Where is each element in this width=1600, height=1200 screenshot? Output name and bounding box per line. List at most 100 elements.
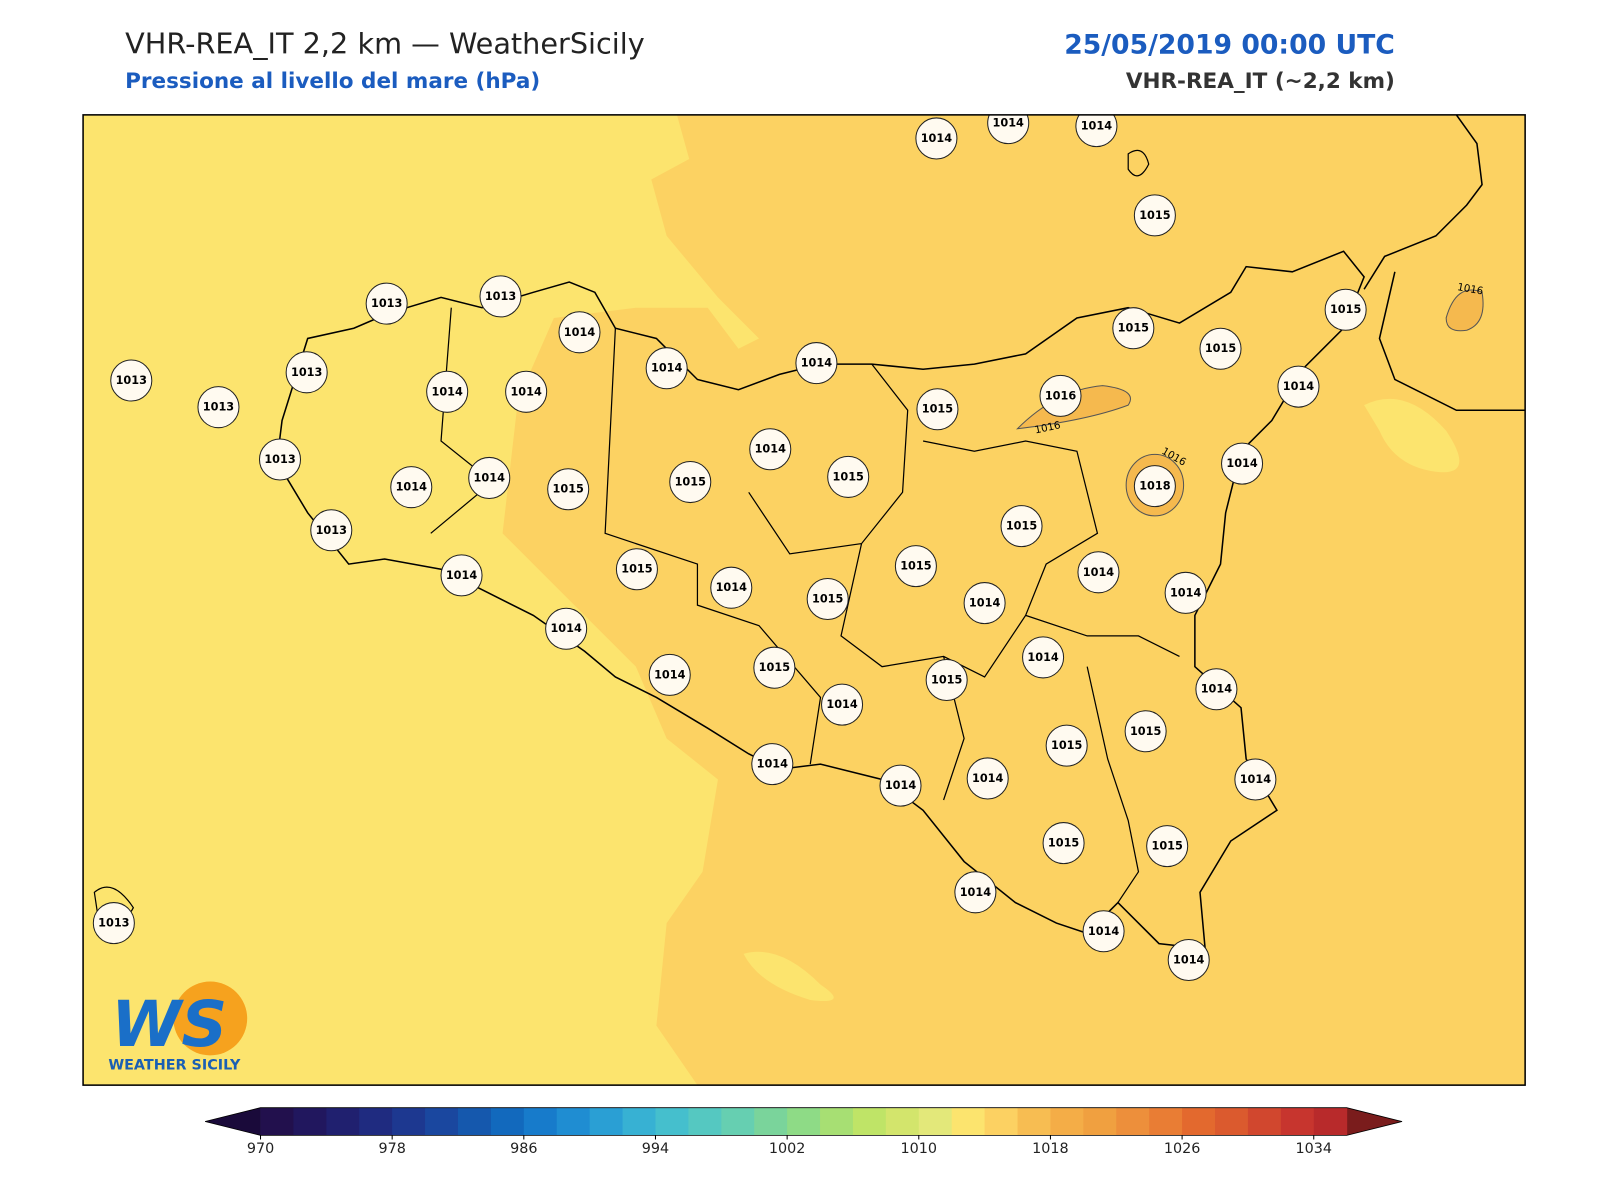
station-value: 1015: [621, 563, 653, 576]
station-marker: [1000, 505, 1043, 548]
colorbar-band: [589, 1107, 624, 1136]
logo: WS WEATHER SICILY: [108, 981, 248, 1074]
station-value: 1014: [826, 698, 858, 711]
colorbar-band: [392, 1107, 426, 1136]
station-marker: [648, 653, 691, 696]
colorbar-band: [820, 1107, 854, 1136]
logo-text: WEATHER SICILY: [108, 1058, 241, 1074]
station-value: 1014: [972, 772, 1004, 785]
colorbar-band: [1313, 1107, 1348, 1136]
station-value: 1015: [1048, 837, 1080, 850]
station-marker: [1082, 910, 1125, 953]
station-value: 1015: [1139, 209, 1171, 222]
contour-label: 1016: [1456, 281, 1484, 297]
station-marker: [479, 275, 522, 318]
station-value: 1014: [1173, 954, 1205, 967]
station-value: 1013: [371, 297, 402, 310]
station-marker: [365, 282, 408, 325]
colorbar-tick-label: 1010: [901, 1141, 938, 1157]
field-low: [1364, 398, 1460, 473]
colorbar-band: [260, 1107, 294, 1136]
station-marker: [987, 114, 1030, 145]
colorbar-band: [1247, 1107, 1282, 1136]
station-value: 1015: [1006, 520, 1038, 533]
station-marker: [1042, 822, 1085, 865]
station-marker: [751, 743, 794, 786]
station-value: 1014: [960, 886, 992, 899]
colorbar-band: [1050, 1107, 1084, 1136]
station-value: 1013: [316, 524, 347, 537]
station-marker: [258, 438, 302, 481]
station-value: 1015: [1118, 322, 1150, 335]
station-value: 1013: [485, 290, 516, 303]
station-value: 1015: [1051, 739, 1083, 752]
station-marker: [1234, 758, 1277, 801]
station-marker: [1146, 825, 1189, 868]
station-value: 1014: [969, 597, 1001, 610]
coastline: [1363, 114, 1526, 412]
colorbar-tick-label: 1018: [1032, 1141, 1069, 1157]
station-marker: [925, 658, 968, 702]
field-low: [743, 951, 834, 1002]
colorbar-tick-label: 970: [247, 1141, 274, 1157]
station-value: 1014: [755, 443, 787, 456]
station-value: 1014: [757, 758, 789, 771]
station-value: 1014: [801, 357, 833, 370]
station-marker: [545, 607, 588, 650]
station-marker: [669, 461, 712, 504]
station-marker: [110, 359, 153, 402]
station-value: 1014: [1283, 380, 1315, 393]
colorbar-band: [655, 1107, 689, 1136]
logo-mark: WS: [111, 987, 227, 1061]
station-marker: [1124, 710, 1167, 753]
station-marker: [795, 342, 838, 385]
station-value: 1014: [1088, 925, 1120, 938]
colorbar-band: [293, 1107, 327, 1136]
station-value: 1014: [993, 117, 1025, 130]
station-marker: [821, 683, 864, 726]
station-marker: [1045, 724, 1088, 767]
station-value: 1015: [759, 661, 791, 674]
station-marker: [1324, 288, 1367, 331]
station-marker: [916, 388, 959, 431]
station-value: 1015: [1130, 725, 1162, 738]
station-marker: [440, 554, 483, 597]
station-value: 1015: [833, 470, 865, 483]
colorbar-band: [951, 1107, 986, 1136]
station-marker: [954, 871, 997, 914]
colorbar-band: [787, 1107, 821, 1136]
colorbar-band: [885, 1107, 920, 1136]
station-value: 1014: [1170, 586, 1202, 599]
station-marker: [806, 577, 849, 620]
station-marker: [879, 764, 922, 807]
station-value: 1014: [1027, 651, 1059, 664]
station-marker: [1039, 374, 1082, 417]
station-marker: [615, 548, 658, 591]
station-value: 1013: [291, 366, 322, 379]
station-value: 1015: [553, 483, 585, 496]
station-value: 1014: [654, 668, 686, 681]
station-marker: [1167, 938, 1210, 982]
colorbar-band: [359, 1107, 393, 1136]
station-value: 1016: [1045, 389, 1077, 402]
colorbar-band: [1116, 1107, 1150, 1136]
colorbar-band: [1083, 1107, 1117, 1136]
station-marker: [1221, 442, 1264, 485]
station-marker: [547, 468, 590, 511]
logo-sun: [173, 981, 248, 1056]
station-marker: [645, 347, 688, 390]
station-value: 1014: [716, 581, 748, 594]
colorbar-tick-label: 986: [510, 1141, 537, 1157]
station-marker: [505, 370, 548, 413]
colorbar-band: [721, 1107, 755, 1136]
station-value: 1014: [396, 481, 428, 494]
station-marker: [894, 545, 937, 588]
station-marker: [1277, 365, 1320, 408]
station-value: 1015: [922, 403, 954, 416]
station-marker: [827, 455, 870, 498]
station-marker: [390, 466, 433, 509]
colorbar-tick-label: 978: [378, 1141, 405, 1157]
station-marker: [1195, 668, 1238, 711]
station-value: 1014: [1201, 683, 1233, 696]
